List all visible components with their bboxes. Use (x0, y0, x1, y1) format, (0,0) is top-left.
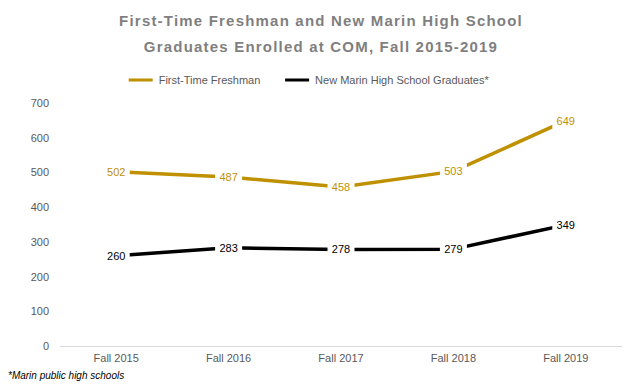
data-label-text: 487 (219, 171, 237, 183)
data-label: 458 (328, 179, 355, 195)
legend-label: First-Time Freshman (159, 74, 261, 86)
chart: 0 100 200 300 400 500 600 700 Fall 2015 Fall 2016… (0, 0, 643, 387)
x-tick-label: Fall 2016 (206, 352, 251, 364)
data-label-bg (440, 241, 467, 257)
plot-area (116, 121, 566, 256)
data-label-text: 502 (107, 166, 125, 178)
data-label-bg (215, 169, 242, 185)
y-tick-label: 200 (31, 271, 49, 283)
data-label-bg (215, 240, 242, 256)
y-tick-label: 500 (31, 166, 49, 178)
data-label-text: 283 (219, 242, 237, 254)
legend-swatch (285, 79, 309, 82)
data-label: 649 (552, 113, 579, 129)
footnote: *Marin public high schools (8, 370, 124, 381)
data-label-text: 503 (444, 165, 462, 177)
data-label: 487 (215, 169, 242, 185)
y-tick-label: 600 (31, 132, 49, 144)
data-label-text: 278 (332, 243, 350, 255)
legend-label: New Marin High School Graduates* (315, 74, 489, 86)
data-label: 260 (103, 248, 130, 264)
data-label-bg (552, 113, 579, 129)
y-tick-label: 100 (31, 305, 49, 317)
data-label-bg (440, 163, 467, 179)
x-tick-label: Fall 2019 (543, 352, 588, 364)
series-line (116, 225, 566, 256)
x-tick-label: Fall 2018 (431, 352, 476, 364)
data-label: 278 (328, 241, 355, 257)
data-label-text: 349 (557, 219, 575, 231)
data-label: 279 (440, 241, 467, 257)
legend-swatch (129, 79, 153, 82)
legend: First-Time Freshman New Marin High School… (129, 74, 490, 86)
chart-title: First-Time Freshman and New Marin High S… (86, 8, 556, 60)
data-label-bg (103, 248, 130, 264)
data-label-text: 458 (332, 181, 350, 193)
data-label: 283 (215, 240, 242, 256)
data-label: 503 (440, 163, 467, 179)
data-label-bg (328, 241, 355, 257)
y-tick-label: 400 (31, 201, 49, 213)
y-tick-label: 300 (31, 236, 49, 248)
data-label-text: 260 (107, 250, 125, 262)
y-tick-label: 0 (43, 340, 49, 352)
x-axis-line (60, 346, 622, 347)
y-tick-label: 700 (31, 97, 49, 109)
data-label: 349 (552, 217, 579, 233)
x-tick-label: Fall 2015 (94, 352, 139, 364)
data-label-bg (103, 164, 130, 180)
data-label-text: 279 (444, 243, 462, 255)
data-label-bg (328, 179, 355, 195)
data-label: 502 (103, 164, 130, 180)
data-label-bg (552, 217, 579, 233)
data-label-text: 649 (557, 115, 575, 127)
series-line (116, 121, 566, 187)
x-tick-label: Fall 2017 (318, 352, 363, 364)
